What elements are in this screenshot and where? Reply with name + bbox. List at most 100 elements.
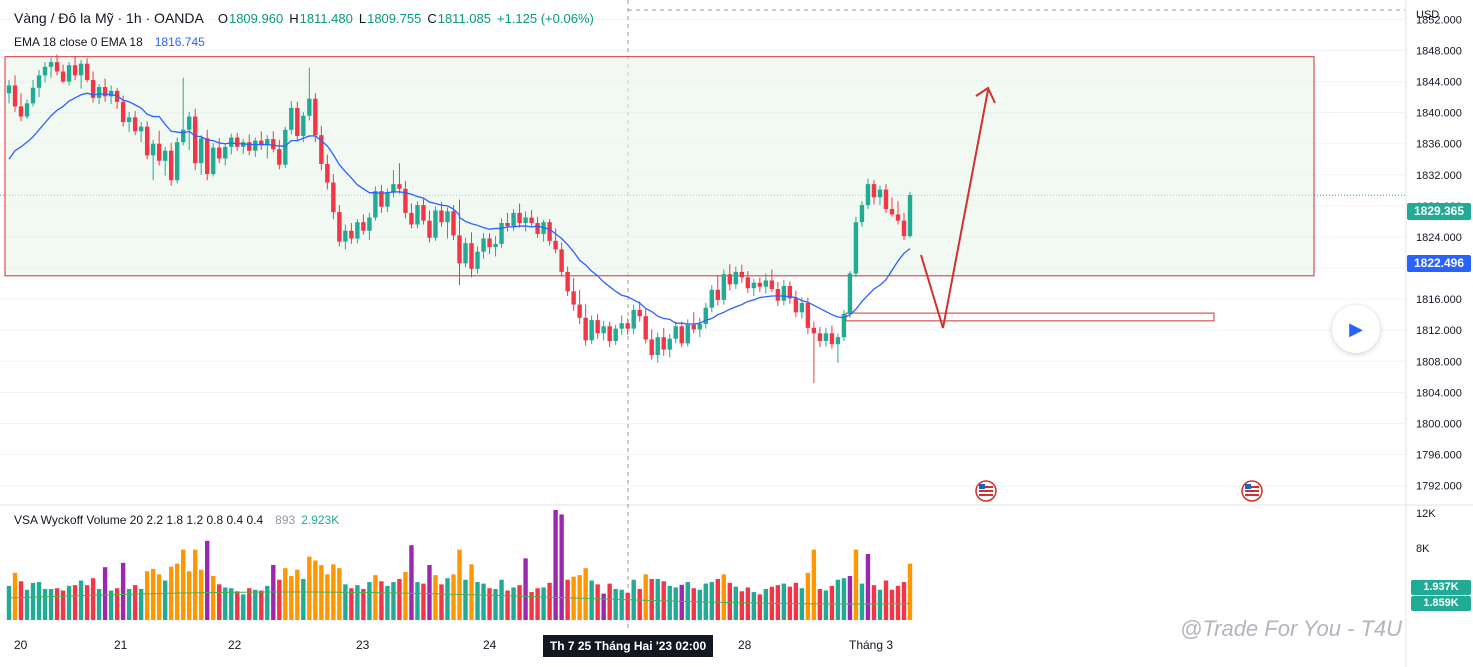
candle-body <box>180 129 186 143</box>
volume-bar <box>12 572 18 620</box>
candle-body <box>54 62 60 72</box>
volume-bar <box>241 594 246 620</box>
volume-bar <box>259 590 264 620</box>
arrow-head <box>975 86 996 104</box>
volume-tick-label: 12K <box>1416 508 1436 520</box>
flag-canton <box>1245 484 1251 489</box>
candle-body <box>811 327 817 334</box>
candle-body <box>174 142 180 181</box>
volume-badge-2: 1.859K <box>1411 596 1471 611</box>
candle-body <box>211 147 216 175</box>
candle-body <box>391 184 396 193</box>
volume-bar <box>757 594 763 620</box>
volume-bar <box>433 575 438 620</box>
volume-bar <box>391 582 396 620</box>
candle-body <box>313 98 318 136</box>
candle-body <box>535 222 540 234</box>
volume-bar <box>205 540 210 620</box>
volume-bar <box>805 572 811 620</box>
annotation-arrows <box>920 86 996 329</box>
volume-bar <box>90 578 96 620</box>
volume-bar <box>529 592 534 620</box>
volume-bar <box>871 585 877 620</box>
candle-body <box>235 137 240 147</box>
volume-bar <box>403 572 408 620</box>
volume-bar <box>811 549 817 620</box>
candle-body <box>84 63 90 81</box>
volume-bar <box>775 585 781 620</box>
ema-legend[interactable]: EMA 18 close 0 EMA 18 1816.745 <box>14 35 205 49</box>
candle-body <box>787 285 793 299</box>
candle-body <box>325 163 330 183</box>
price-tick-label: 1804.000 <box>1416 387 1462 399</box>
candle-body <box>673 326 678 339</box>
volume-bar <box>547 582 552 620</box>
candle-body <box>601 326 606 334</box>
volume-bar <box>667 585 672 620</box>
volume-bar <box>835 579 841 620</box>
flag-stripe <box>1245 490 1259 492</box>
candle-body <box>619 323 624 329</box>
volume-bar <box>541 587 546 620</box>
volume-series <box>6 510 913 620</box>
price-axis: 1852.000 1848.000 1844.000 1840.000 1836.000… <box>1405 0 1462 667</box>
candle-body <box>403 188 408 213</box>
volume-bar <box>415 582 420 620</box>
candle-body <box>265 139 270 146</box>
ema-price-badge: 1822.496 <box>1407 255 1471 272</box>
candle-body <box>150 143 156 156</box>
volume-bar <box>301 578 306 620</box>
vsa-legend[interactable]: VSA Wyckoff Volume 20 2.2 1.8 1.2 0.8 0.… <box>14 513 339 527</box>
volume-bar <box>199 569 204 620</box>
volume-bar <box>379 581 384 620</box>
candle-body <box>547 222 552 241</box>
candle-body <box>18 106 24 117</box>
candle-body <box>655 337 660 356</box>
volume-bar <box>655 578 660 620</box>
candle-body <box>12 85 18 107</box>
high-label: H <box>289 10 299 26</box>
candle-body <box>667 338 672 350</box>
candle-body <box>241 142 246 147</box>
volume-bar <box>829 585 835 620</box>
candle-body <box>156 143 162 161</box>
volume-bar <box>619 589 624 620</box>
candle-body <box>385 192 390 207</box>
candle-body <box>583 317 588 341</box>
volume-bar <box>367 582 372 620</box>
volume-bar <box>715 578 720 620</box>
volume-bar <box>439 584 444 620</box>
candle-body <box>829 333 835 345</box>
candle-body <box>841 313 847 338</box>
candle-body <box>739 271 745 278</box>
volume-bar <box>475 582 480 620</box>
candle-body <box>901 220 907 237</box>
volume-bar <box>72 585 78 620</box>
price-tick-label: 1812.000 <box>1416 325 1462 337</box>
candle-body <box>433 210 438 238</box>
replay-button[interactable]: ▶ <box>1332 305 1380 353</box>
price-tick-label: 1808.000 <box>1416 356 1462 368</box>
candle-body <box>475 251 480 269</box>
vsa-value-1: 893 <box>275 513 296 527</box>
time-tick-label: 21 <box>114 638 128 652</box>
candle-body <box>397 184 402 189</box>
low-label: L <box>358 10 367 26</box>
volume-bar <box>463 579 468 620</box>
volume-bar <box>385 585 390 620</box>
candle-body <box>126 117 132 122</box>
price-tick-label: 1836.000 <box>1416 139 1462 151</box>
volume-bar <box>721 574 726 620</box>
symbol-title[interactable]: Vàng / Đô la Mỹ · 1h · OANDA <box>14 10 204 26</box>
candle-body <box>631 309 636 329</box>
candle-body <box>355 222 360 239</box>
candle-body <box>205 138 210 175</box>
price-tick-label: 1832.000 <box>1416 170 1462 182</box>
candle-body <box>427 220 432 238</box>
volume-bar <box>54 588 60 620</box>
price-tick-label: 1816.000 <box>1416 294 1462 306</box>
volume-bar <box>649 578 654 620</box>
candle-body <box>577 304 582 318</box>
candle-body <box>144 126 150 156</box>
